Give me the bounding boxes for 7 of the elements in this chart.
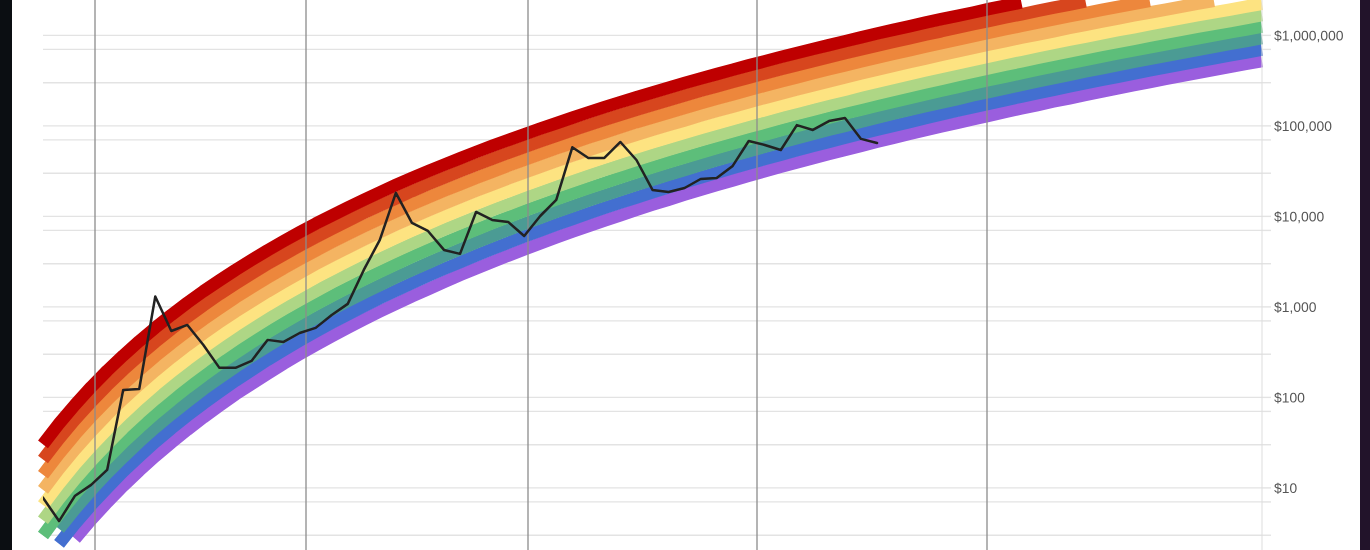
y-tick-label: $100 [1274, 392, 1305, 404]
y-tick-label: $10 [1274, 482, 1297, 494]
y-tick-label: $1,000 [1274, 301, 1316, 314]
y-tick-label: $1,000,000 [1274, 30, 1343, 43]
line-series [43, 116, 879, 523]
y-tick-label: $100,000 [1274, 120, 1332, 133]
y-tick-label: $10,000 [1274, 211, 1324, 224]
